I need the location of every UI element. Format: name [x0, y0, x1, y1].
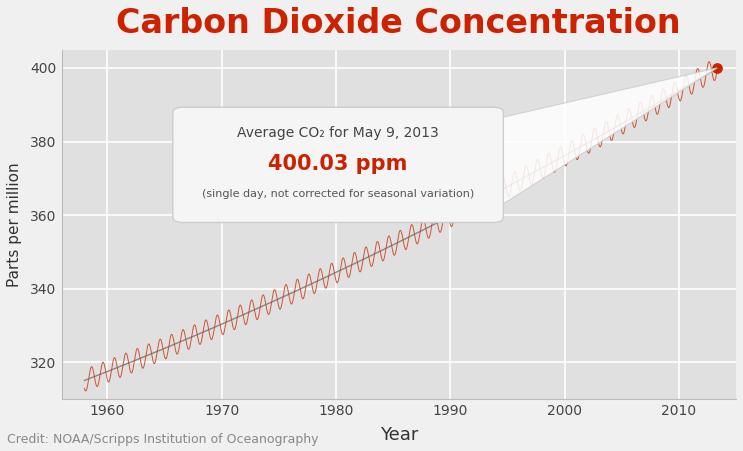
Y-axis label: Parts per million: Parts per million	[7, 162, 22, 286]
Title: Carbon Dioxide Concentration: Carbon Dioxide Concentration	[117, 7, 681, 40]
Point	[711, 64, 723, 72]
Text: (single day, not corrected for seasonal variation): (single day, not corrected for seasonal …	[202, 189, 474, 199]
Text: Average CO₂ for May 9, 2013: Average CO₂ for May 9, 2013	[237, 126, 439, 140]
Text: 400.03 ppm: 400.03 ppm	[268, 154, 408, 175]
X-axis label: Year: Year	[380, 426, 418, 444]
Polygon shape	[493, 68, 717, 210]
Text: Credit: NOAA/Scripps Institution of Oceanography: Credit: NOAA/Scripps Institution of Ocea…	[7, 433, 319, 446]
FancyBboxPatch shape	[173, 107, 503, 222]
